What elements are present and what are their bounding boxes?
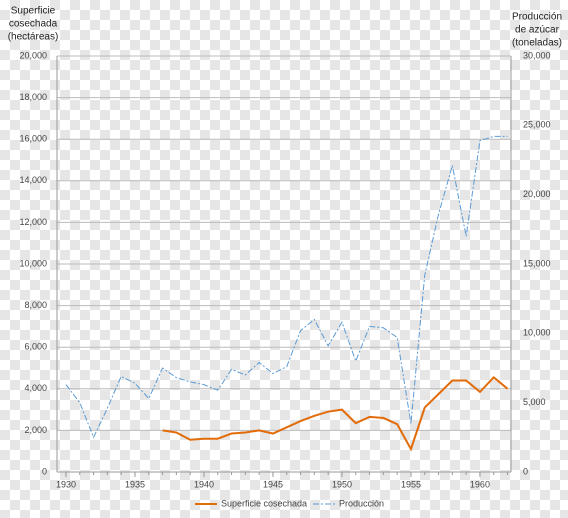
y2-tick-label: 15,000 xyxy=(523,258,551,268)
y-tick-label: 0 xyxy=(42,466,47,476)
y-tick-label: 10,000 xyxy=(19,258,47,268)
x-tick-label: 1930 xyxy=(56,479,76,489)
y-axis-title: (hectáreas) xyxy=(8,32,59,43)
y2-tick-label: 25,000 xyxy=(523,120,551,130)
y-tick-label: 8,000 xyxy=(24,300,47,310)
x-tick-label: 1940 xyxy=(194,479,214,489)
y2-tick-label: 5,000 xyxy=(523,397,546,407)
y2-axis-title: (toneladas) xyxy=(512,38,562,49)
y-tick-label: 14,000 xyxy=(19,175,47,185)
y-axis-title: cosechada xyxy=(9,19,58,30)
x-tick-label: 1945 xyxy=(263,479,283,489)
y2-tick-label: 30,000 xyxy=(523,50,551,60)
x-tick-label: 1935 xyxy=(125,479,145,489)
y2-axis-title: de azúcar xyxy=(515,25,560,36)
y-tick-label: 12,000 xyxy=(19,217,47,227)
y2-tick-label: 20,000 xyxy=(523,189,551,199)
y2-axis-title: Producción xyxy=(512,12,562,23)
y-tick-label: 18,000 xyxy=(19,92,47,102)
y2-tick-label: 10,000 xyxy=(523,328,551,338)
y-tick-label: 4,000 xyxy=(24,383,47,393)
y2-tick-label: 0 xyxy=(523,466,528,476)
y-tick-label: 2,000 xyxy=(24,425,47,435)
series-line xyxy=(162,375,509,452)
legend-label: Producción xyxy=(339,498,384,508)
y-tick-label: 20,000 xyxy=(19,50,47,60)
y-tick-label: 6,000 xyxy=(24,342,47,352)
y-tick-label: 16,000 xyxy=(19,134,47,144)
x-tick-label: 1955 xyxy=(401,479,421,489)
series-line xyxy=(65,135,508,439)
y-axis-title: Superficie xyxy=(11,6,56,17)
x-tick-label: 1950 xyxy=(332,479,352,489)
legend-label: Superficie cosechada xyxy=(221,498,307,508)
x-tick-label: 1960 xyxy=(470,479,490,489)
